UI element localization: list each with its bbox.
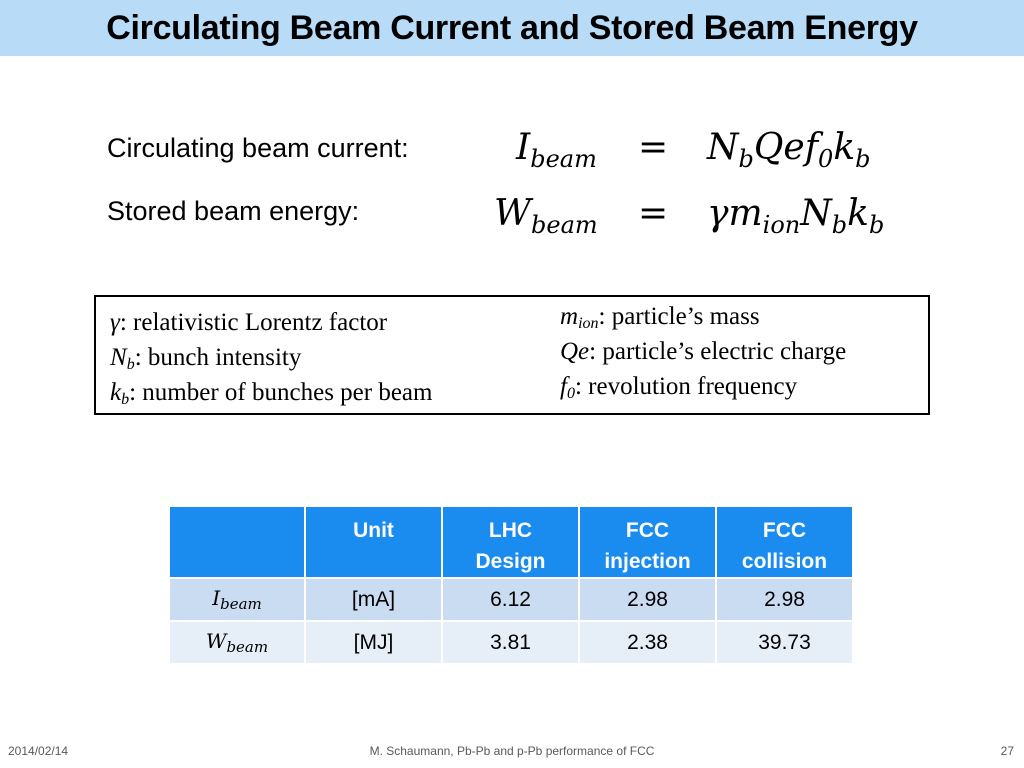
footer-center: M. Schaumann, Pb-Pb and p-Pb performance…: [369, 744, 655, 758]
definitions-left-column: γ: relativistic Lorentz factor Nb: bunch…: [110, 305, 432, 410]
definition-symbol-base: k: [110, 379, 122, 406]
table-header-unit: Unit: [304, 505, 443, 579]
cell-symbol-subscript: beam: [226, 638, 269, 656]
footer-date: 2014/02/14: [8, 744, 69, 758]
definition-nb: Nb: bunch intensity: [110, 340, 432, 375]
definitions-box: γ: relativistic Lorentz factor Nb: bunch…: [94, 295, 930, 415]
definition-mion: mion: particle’s mass: [560, 299, 846, 334]
table-header-row: Unit LHC Design FCC injection FCC collision: [168, 505, 854, 579]
definition-text: : number of bunches per beam: [129, 379, 433, 406]
table-cell-symbol: Wbeam: [168, 620, 306, 665]
definition-symbol: kb: [110, 379, 130, 408]
definition-symbol-subscript: b: [121, 391, 130, 408]
equation-energy-lhs-symbol: W: [494, 193, 532, 234]
cell-symbol-base: I: [212, 586, 221, 610]
equation-energy-equals: =: [638, 193, 669, 234]
definition-symbol-subscript: 0: [566, 385, 575, 402]
title-bar: Circulating Beam Current and Stored Beam…: [0, 0, 1024, 56]
table-cell-value: 6.12: [441, 577, 580, 622]
equation-current-lhs: Ibeam: [516, 127, 597, 173]
header-line: collision: [741, 550, 828, 573]
table-cell-symbol: Ibeam: [168, 577, 306, 622]
table-cell-value: 39.73: [715, 620, 854, 665]
header-line: LHC: [488, 519, 533, 542]
definition-qe: Qe: particle’s electric charge: [560, 334, 846, 369]
table-cell-unit: [mA]: [304, 577, 443, 622]
footer-page-number: 27: [1000, 744, 1014, 758]
cell-symbol-subscript: beam: [220, 595, 262, 613]
definition-symbol-base: N: [110, 344, 127, 371]
header-line: Design: [475, 550, 546, 573]
equation-current-lhs-symbol: I: [516, 127, 531, 168]
equation-energy-lhs: Wbeam: [494, 193, 598, 239]
cell-symbol-base: W: [205, 629, 227, 653]
table-row: Ibeam [mA] 6.12 2.98 2.98: [168, 577, 854, 622]
definition-symbol: Qe: [560, 338, 590, 365]
equation-energy-lhs-subscript: beam: [531, 211, 598, 239]
equation-current-rhs: NbQef0kb: [707, 127, 871, 173]
table-header-fcc-collision: FCC collision: [715, 505, 854, 579]
header-line: FCC: [762, 519, 807, 542]
definition-symbol-base: f: [560, 373, 567, 400]
table-cell-value: 2.98: [715, 577, 854, 622]
definition-text: : particle’s mass: [598, 303, 760, 330]
table-header-fcc-injection: FCC injection: [578, 505, 717, 579]
table-cell-unit: [MJ]: [304, 620, 443, 665]
table-cell-value: 3.81: [441, 620, 580, 665]
header-line: injection: [604, 550, 691, 573]
equation-energy-rhs: γmionNbkb: [707, 193, 885, 239]
header-line: Unit: [353, 519, 394, 542]
header-line: FCC: [625, 519, 670, 542]
definitions-right-column: mion: particle’s mass Qe: particle’s ele…: [560, 299, 846, 404]
equation-label-energy: Stored beam energy:: [107, 196, 360, 226]
definition-symbol: f0: [560, 373, 575, 402]
table-header-lhc-design: LHC Design: [441, 505, 580, 579]
definition-kb: kb: number of bunches per beam: [110, 375, 432, 410]
table-row: Wbeam [MJ] 3.81 2.38 39.73: [168, 620, 854, 665]
definition-symbol-subscript: ion: [578, 315, 599, 332]
definition-text: : bunch intensity: [134, 344, 302, 371]
definition-text: : revolution frequency: [574, 373, 798, 400]
equation-label-current: Circulating beam current:: [107, 133, 409, 163]
definition-f0: f0: revolution frequency: [560, 369, 846, 404]
definition-symbol: mion: [560, 303, 599, 332]
beam-parameters-table: Unit LHC Design FCC injection FCC collision…: [168, 505, 854, 665]
slide-title: Circulating Beam Current and Stored Beam…: [106, 8, 918, 47]
definition-text: : particle’s electric charge: [589, 338, 847, 365]
definition-symbol-base: m: [560, 303, 579, 330]
table-cell-value: 2.38: [578, 620, 717, 665]
equation-current-equals: =: [638, 127, 669, 168]
definition-gamma: γ: relativistic Lorentz factor: [110, 305, 432, 340]
equation-current-lhs-subscript: beam: [530, 145, 597, 173]
definition-symbol: Nb: [110, 344, 135, 373]
table-header-empty: [168, 505, 306, 579]
definition-text: : relativistic Lorentz factor: [119, 309, 388, 336]
table-cell-value: 2.98: [578, 577, 717, 622]
definition-symbol-subscript: b: [126, 356, 135, 373]
definition-symbol: γ: [110, 309, 120, 336]
